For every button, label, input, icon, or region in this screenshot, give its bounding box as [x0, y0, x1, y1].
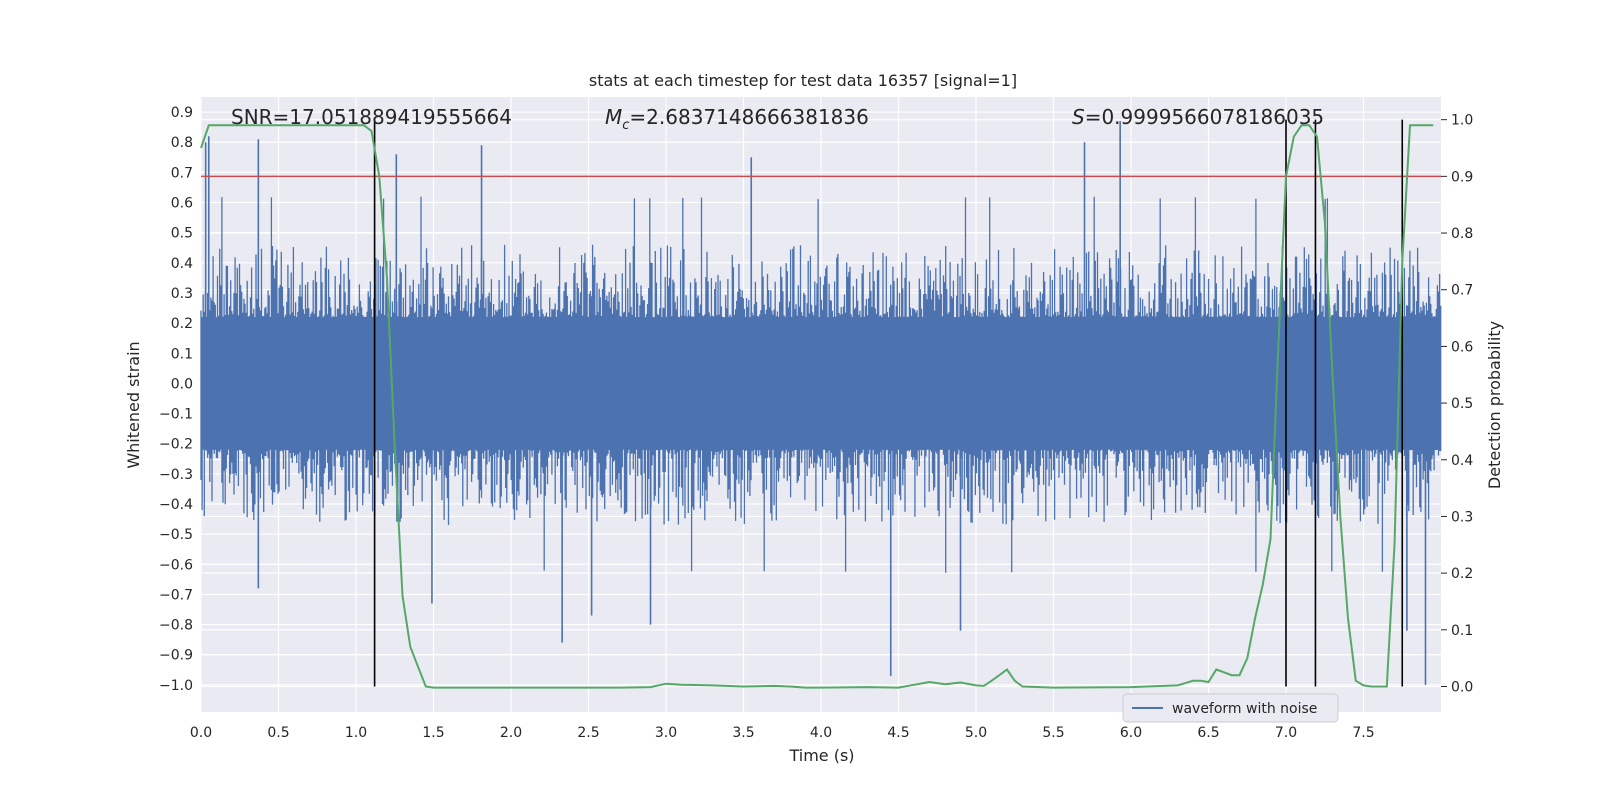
y-tick-label: 0.6 [171, 196, 193, 212]
waveform-series [200, 121, 1442, 685]
waveform-noise-body [200, 196, 1442, 573]
x-tick-label: 0.0 [190, 725, 212, 741]
y2-tick-label: 0.6 [1451, 339, 1473, 355]
score-annotation: S=0.9999566078186035 [1072, 105, 1324, 129]
y-tick-label: 0.9 [171, 105, 193, 121]
x-tick-label: 3.5 [732, 725, 754, 741]
snr-annotation: SNR=17.051889419555664 [231, 105, 512, 129]
y-tick-label: 0.3 [171, 286, 193, 302]
x-tick-label: 1.0 [345, 725, 367, 741]
y-tick-label: −0.8 [159, 618, 193, 634]
y-tick-label: 0.7 [171, 165, 193, 181]
y2-tick-label: 0.8 [1451, 226, 1473, 242]
x-tick-label: 2.0 [500, 725, 522, 741]
x-tick-label: 1.5 [422, 725, 444, 741]
y-axis-ticks: 0.9 0.8 0.7 0.6 0.5 0.4 0.3 0.2 0.1 0.0 −0.1 −0.2 −0… [159, 105, 193, 694]
x-tick-label: 6.5 [1197, 725, 1219, 741]
x-tick-label: 3.0 [655, 725, 677, 741]
y-tick-label: −0.5 [159, 527, 193, 543]
y2-tick-label: 0.1 [1451, 623, 1473, 639]
y-tick-label: −1.0 [159, 678, 193, 694]
y2-axis-label: Detection probability [1485, 321, 1504, 489]
y-tick-label: 0.8 [171, 135, 193, 151]
y2-tick-label: 0.9 [1451, 169, 1473, 185]
x-tick-label: 6.0 [1120, 725, 1142, 741]
x-tick-label: 4.5 [887, 725, 909, 741]
x-tick-label: 4.0 [810, 725, 832, 741]
y2-tick-label: 0.3 [1451, 509, 1473, 525]
x-tick-label: 5.0 [965, 725, 987, 741]
y-tick-label: −0.1 [159, 407, 193, 423]
y-tick-label: 0.2 [171, 316, 193, 332]
legend-box [1122, 693, 1339, 723]
y-tick-label: 0.0 [171, 376, 193, 392]
probability-line [200, 124, 1434, 689]
y2-tick-label: 0.5 [1451, 396, 1473, 412]
x-tick-label: 0.5 [267, 725, 289, 741]
y-tick-label: −0.4 [159, 497, 193, 513]
chirp-mass-symbol: M [605, 105, 622, 129]
x-tick-label: 5.5 [1042, 725, 1064, 741]
chirp-mass-subscript: c [622, 118, 629, 133]
score-value: =0.9999566078186035 [1085, 105, 1324, 129]
y-tick-label: 0.4 [171, 256, 193, 272]
legend-label: waveform with noise [1172, 701, 1317, 717]
y2-tick-label: 0.7 [1451, 283, 1473, 299]
y-tick-label: −0.9 [159, 648, 193, 664]
y2-tick-label: 0.4 [1451, 453, 1473, 469]
x-axis-label: Time (s) [788, 746, 854, 765]
chart-title: stats at each timestep for test data 163… [589, 71, 1017, 90]
y-tick-label: −0.6 [159, 557, 193, 573]
y-tick-label: −0.2 [159, 437, 193, 453]
y-tick-label: −0.7 [159, 587, 193, 603]
y2-tick-label: 1.0 [1451, 113, 1473, 129]
y2-tick-label: 0.2 [1451, 566, 1473, 582]
y-tick-label: −0.3 [159, 467, 193, 483]
y-tick-label: 0.1 [171, 346, 193, 362]
y-tick-label: 0.5 [171, 226, 193, 242]
x-tick-label: 2.5 [577, 725, 599, 741]
y-axis-label: Whitened strain [124, 341, 143, 468]
y2-axis-ticks: 1.0 0.9 0.8 0.7 0.6 0.5 0.4 0.3 0.2 0.1 0.0 [1441, 113, 1473, 695]
chirp-mass-annotation: Mc=2.6837148666381836 [605, 105, 869, 133]
x-tick-label: 7.0 [1275, 725, 1297, 741]
x-axis-ticks: 0.0 0.5 1.0 1.5 2.0 2.5 3.0 3.5 4.0 4.5 5.0 5.5 6.0 6… [190, 725, 1375, 741]
legend: waveform with noise [1122, 693, 1339, 723]
y2-tick-label: 0.0 [1451, 679, 1473, 695]
vertical-markers [373, 119, 1404, 687]
chirp-mass-value: =2.6837148666381836 [629, 105, 868, 129]
x-tick-label: 7.5 [1352, 725, 1374, 741]
score-symbol: S [1072, 105, 1085, 129]
